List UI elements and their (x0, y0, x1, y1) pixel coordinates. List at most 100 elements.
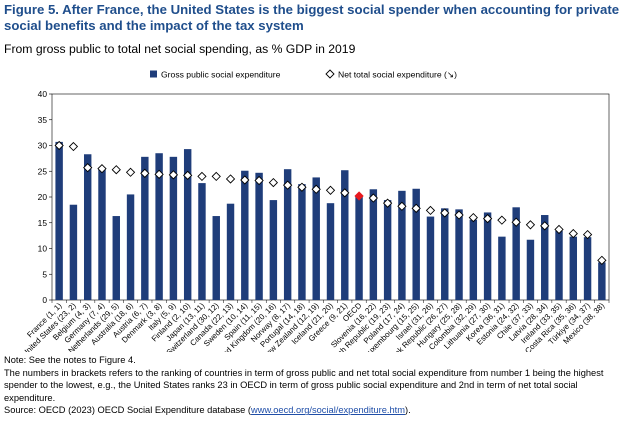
bar-gross-public (112, 216, 120, 300)
y-tick-label: 30 (38, 141, 48, 151)
bar-gross-public (55, 141, 63, 300)
bar-gross-public (512, 207, 520, 300)
y-tick-label: 40 (38, 89, 48, 99)
marker-net-total (540, 221, 550, 231)
source-line: Source: OECD (2023) OECD Social Expendit… (4, 404, 628, 417)
marker-net-total (83, 163, 93, 173)
bar-gross-public (83, 154, 92, 300)
marker-net-total (311, 184, 321, 194)
bar-gross-public (583, 237, 592, 300)
source-prefix: Source: OECD (2023) OECD Social Expendit… (4, 405, 252, 416)
bar-gross-public (183, 149, 192, 300)
marker-net-total (283, 180, 293, 190)
bar-gross-public (455, 209, 463, 300)
bar-gross-public (255, 172, 263, 300)
marker-net-total (111, 165, 121, 175)
y-tick-label: 25 (38, 166, 48, 176)
marker-net-total (511, 217, 521, 227)
bar-gross-public (241, 170, 249, 300)
marker-net-total (454, 210, 464, 220)
bar-gross-public (355, 195, 363, 300)
bar-gross-public (212, 216, 220, 300)
notes-block: Note: See the notes to Figure 4. The num… (4, 354, 628, 417)
y-tick-label: 15 (38, 218, 48, 228)
marker-net-total (254, 175, 264, 186)
marker-net-total (568, 228, 578, 239)
note-line-2: The numbers in brackets refers to the ra… (4, 367, 604, 403)
marker-net-total (597, 255, 607, 265)
marker-net-total (497, 215, 507, 225)
marker-net-total (468, 212, 478, 223)
y-tick-label: 0 (42, 295, 47, 305)
marker-net-total (154, 169, 164, 179)
bar-gross-public (126, 194, 135, 300)
legend-bar-swatch (150, 70, 157, 78)
marker-net-total (482, 213, 493, 224)
bar-gross-public (541, 215, 549, 300)
marker-net-total (54, 140, 64, 151)
marker-net-total (268, 177, 279, 188)
bar-gross-public (269, 200, 278, 300)
marker-net-total (340, 188, 350, 198)
marker-net-total (240, 175, 250, 185)
figure-title: Figure 5. After France, the United State… (4, 2, 620, 33)
bar-gross-public (398, 190, 406, 300)
marker-net-total (168, 170, 179, 180)
marker-net-total (425, 205, 436, 216)
bar-gross-public (483, 212, 492, 300)
bar-gross-public (598, 262, 606, 300)
marker-net-total (297, 182, 307, 192)
y-tick-label: 35 (38, 115, 48, 125)
marker-net-total (125, 167, 136, 177)
marker-net-total (525, 220, 536, 230)
y-tick-label: 20 (38, 192, 48, 202)
marker-net-total (440, 208, 450, 218)
source-suffix: ). (405, 405, 411, 416)
marker-net-total (397, 201, 407, 211)
bar-gross-public (469, 219, 478, 300)
marker-net-total (183, 170, 193, 181)
bar-gross-public (141, 156, 149, 300)
marker-net-total (325, 185, 336, 195)
bar-gross-public (412, 188, 420, 300)
marker-net-total (197, 171, 207, 182)
bar-gross-public (369, 189, 378, 300)
bar-gross-public (498, 236, 506, 300)
bar-gross-public (341, 170, 349, 300)
marker-net-total (368, 193, 378, 203)
marker-net-total (68, 141, 79, 152)
bar-gross-public (526, 239, 535, 300)
bar-gross-public (283, 169, 292, 300)
marker-net-total (140, 168, 150, 178)
y-tick-label: 5 (42, 269, 47, 279)
bar-gross-public (312, 177, 320, 300)
marker-net-total (411, 203, 421, 213)
bar-gross-public (155, 153, 163, 300)
marker-net-total (582, 229, 593, 240)
bar-gross-public (383, 200, 392, 300)
legend-marker-label: Net total social expenditure (↘) (338, 70, 457, 80)
bar-gross-public (441, 208, 449, 300)
figure-subtitle: From gross public to total net social sp… (4, 42, 356, 56)
note-line-1: Note: See the notes to Figure 4. (4, 355, 136, 365)
bar-gross-public (298, 184, 306, 300)
legend-marker-swatch (325, 69, 335, 79)
bar-gross-public (69, 204, 78, 300)
marker-net-total (97, 164, 107, 174)
bar-gross-public (169, 156, 178, 300)
bar-gross-public (98, 167, 106, 300)
bar-gross-public (326, 203, 335, 300)
bar-gross-public (198, 183, 206, 300)
marker-net-total (211, 171, 221, 182)
bar-gross-public (569, 236, 578, 300)
marker-net-total (225, 174, 236, 184)
source-link[interactable]: www.oecd.org/social/expenditure.htm (251, 405, 406, 416)
legend-bar-label: Gross public social expenditure (161, 70, 281, 80)
bar-gross-public (555, 230, 563, 300)
bar-gross-public (426, 216, 435, 300)
marker-net-total (554, 224, 564, 235)
marker-net-total (382, 198, 393, 208)
y-tick-label: 10 (38, 244, 48, 254)
social-spending-chart: 0 5 10 15 20 25 30 35 40 Gross public social expe… (20, 69, 610, 352)
bar-gross-public (226, 203, 235, 300)
